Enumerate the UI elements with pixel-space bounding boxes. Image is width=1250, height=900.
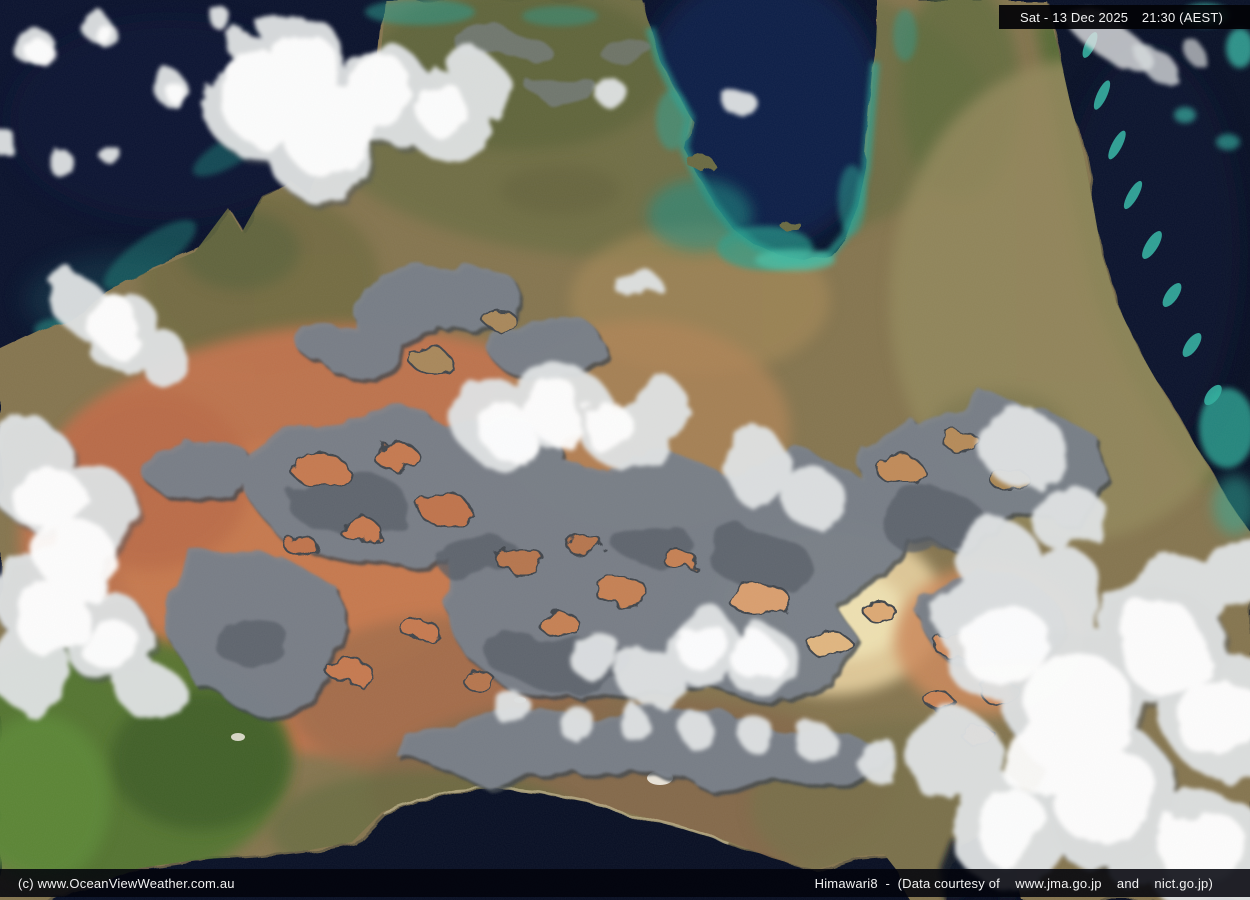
data-credit-text: Himawari8 - (Data courtesy of www.jma.go… [814,875,1213,891]
attribution-bar: (c) www.OceanViewWeather.com.au Himawari… [0,869,1250,897]
timestamp-time: 21:30 (AEST) [1141,9,1223,25]
copyright-text: (c) www.OceanViewWeather.com.au [18,875,235,891]
timestamp-bar: Sat - 13 Dec 2025 21:30 (AEST) [999,5,1250,29]
timestamp-date: Sat - 13 Dec 2025 [1020,9,1129,25]
